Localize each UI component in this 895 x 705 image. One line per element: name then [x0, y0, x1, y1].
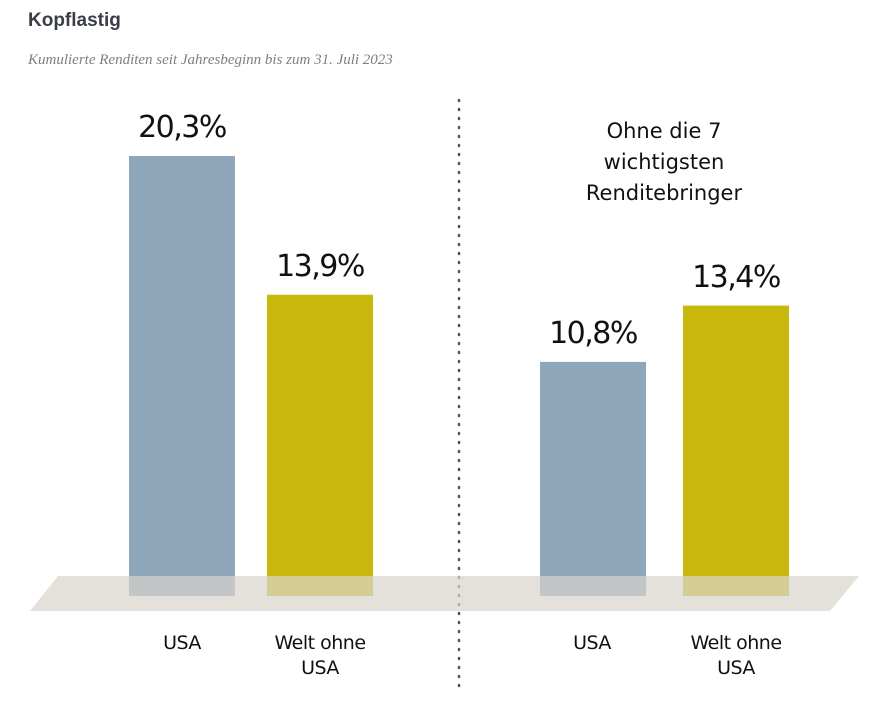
bar-right-usa	[540, 361, 646, 596]
bars-layer	[129, 156, 789, 596]
value-label: 13,9%	[276, 248, 365, 284]
value-label: 20,3%	[138, 110, 227, 145]
floor-plane	[30, 576, 859, 611]
category-label-line-1: Welt ohne	[690, 632, 782, 654]
bar-left-usa	[129, 156, 235, 596]
category-label-usa-right: USA	[522, 631, 662, 656]
bar-right-world-ex-usa	[683, 305, 789, 596]
chart-title: Kopflastig	[28, 10, 121, 31]
category-label-text: USA	[163, 632, 201, 654]
category-label-world-left: Welt ohne USA	[250, 631, 390, 681]
category-label-world-right: Welt ohne USA	[666, 631, 806, 681]
value-label: 13,4%	[692, 259, 781, 295]
bar-left-world-ex-usa	[267, 294, 373, 596]
chart-subtitle: Kumulierte Renditen seit Jahresbeginn bi…	[28, 52, 393, 68]
category-label-line-2: USA	[301, 657, 339, 679]
category-label-text: USA	[573, 632, 611, 654]
category-label-usa-left: USA	[112, 631, 252, 656]
category-label-line-1: Welt ohne	[274, 632, 366, 654]
category-label-line-2: USA	[717, 657, 755, 679]
panel-annotation: Ohne die 7 wichtigsten Renditebringer	[585, 119, 743, 205]
value-label: 10,8%	[549, 315, 638, 351]
